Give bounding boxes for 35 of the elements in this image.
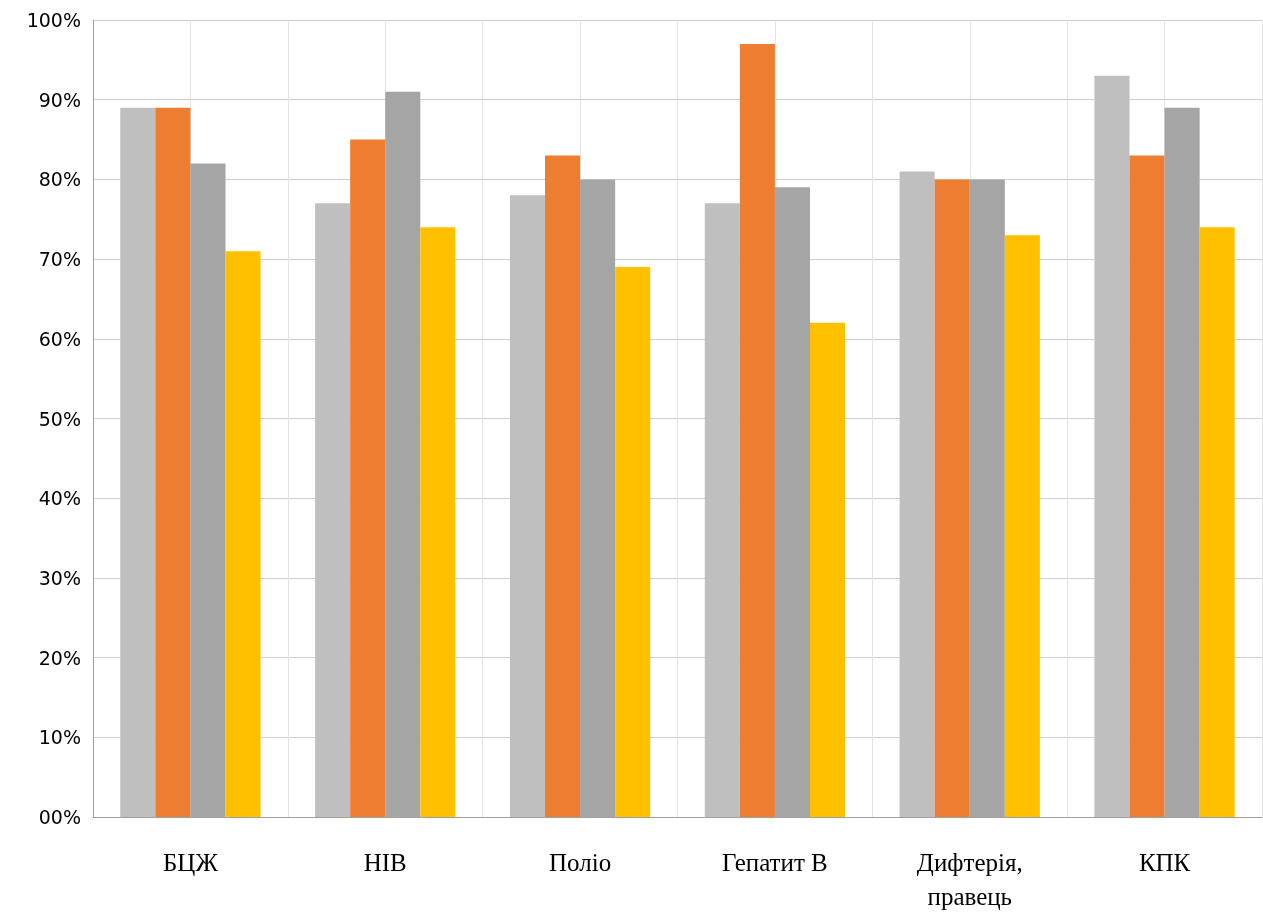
y-tick-label: 80% (38, 168, 81, 191)
bar (1129, 155, 1165, 817)
y-tick-label: 40% (38, 487, 81, 510)
y-tick-label: 00% (38, 806, 81, 828)
bar (315, 203, 351, 817)
x-tick-label: Гепатит В (722, 848, 828, 876)
bar (545, 155, 581, 817)
bar (809, 322, 846, 817)
bar (1199, 227, 1235, 817)
y-tick-label: 10% (38, 726, 81, 749)
bar (420, 227, 456, 817)
y-tick-label: 30% (38, 566, 81, 589)
bar (899, 171, 935, 817)
bar (739, 43, 775, 817)
x-tick-label: HIB (363, 848, 407, 876)
y-tick-label: 90% (38, 88, 81, 111)
y-tick-label: 70% (38, 248, 81, 271)
y-tick-label: 50% (38, 407, 81, 430)
x-tick-label: БЦЖ (163, 848, 219, 876)
x-tick-label: Дифтерія, правець (916, 848, 1023, 910)
bar (155, 107, 191, 817)
y-tick-label: 60% (38, 327, 81, 350)
bar (934, 179, 970, 817)
bar (1004, 235, 1040, 817)
bar (225, 251, 261, 817)
x-tick-label: Поліо (549, 848, 612, 876)
bar (615, 267, 651, 817)
y-tick-label: 100% (26, 9, 81, 31)
x-tick-label: КПК (1138, 848, 1191, 876)
bar (509, 195, 546, 817)
bar (350, 139, 386, 817)
y-tick-label: 20% (38, 646, 81, 669)
bar (704, 203, 740, 817)
bar (1094, 75, 1130, 817)
bar (120, 107, 156, 817)
